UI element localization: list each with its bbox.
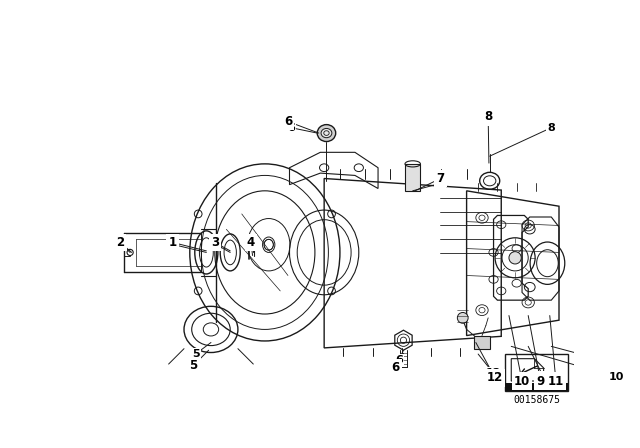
- Text: 6: 6: [392, 362, 400, 375]
- Text: 8: 8: [547, 123, 555, 133]
- Polygon shape: [474, 336, 490, 349]
- Text: 2: 2: [118, 240, 125, 250]
- Text: 9: 9: [540, 372, 548, 382]
- Text: 5: 5: [189, 359, 197, 372]
- Text: 10: 10: [514, 375, 530, 388]
- Ellipse shape: [321, 129, 332, 138]
- Text: 1: 1: [170, 240, 178, 250]
- Ellipse shape: [317, 125, 336, 142]
- Bar: [505, 354, 568, 391]
- Text: 10: 10: [609, 372, 625, 382]
- Text: 12: 12: [487, 371, 503, 384]
- Text: 9: 9: [536, 375, 545, 388]
- Text: 8: 8: [484, 110, 492, 123]
- Text: 7: 7: [436, 172, 445, 185]
- Text: 2: 2: [116, 236, 124, 249]
- Text: 6: 6: [395, 355, 403, 365]
- Bar: [505, 383, 568, 391]
- Text: 7: 7: [437, 178, 445, 188]
- Text: 5: 5: [192, 349, 200, 359]
- Text: 11: 11: [548, 375, 564, 388]
- Text: 6: 6: [287, 123, 295, 133]
- Text: 4: 4: [248, 240, 257, 250]
- Bar: [405, 164, 420, 191]
- Text: 4: 4: [247, 236, 255, 249]
- Ellipse shape: [509, 252, 521, 264]
- Text: 6: 6: [284, 115, 292, 128]
- Text: 3: 3: [211, 236, 219, 249]
- Text: 12: 12: [486, 368, 501, 378]
- Bar: [505, 383, 568, 391]
- Text: 3: 3: [212, 240, 220, 250]
- Text: 1: 1: [168, 236, 177, 249]
- Ellipse shape: [458, 313, 468, 323]
- Text: 00158675: 00158675: [513, 395, 560, 405]
